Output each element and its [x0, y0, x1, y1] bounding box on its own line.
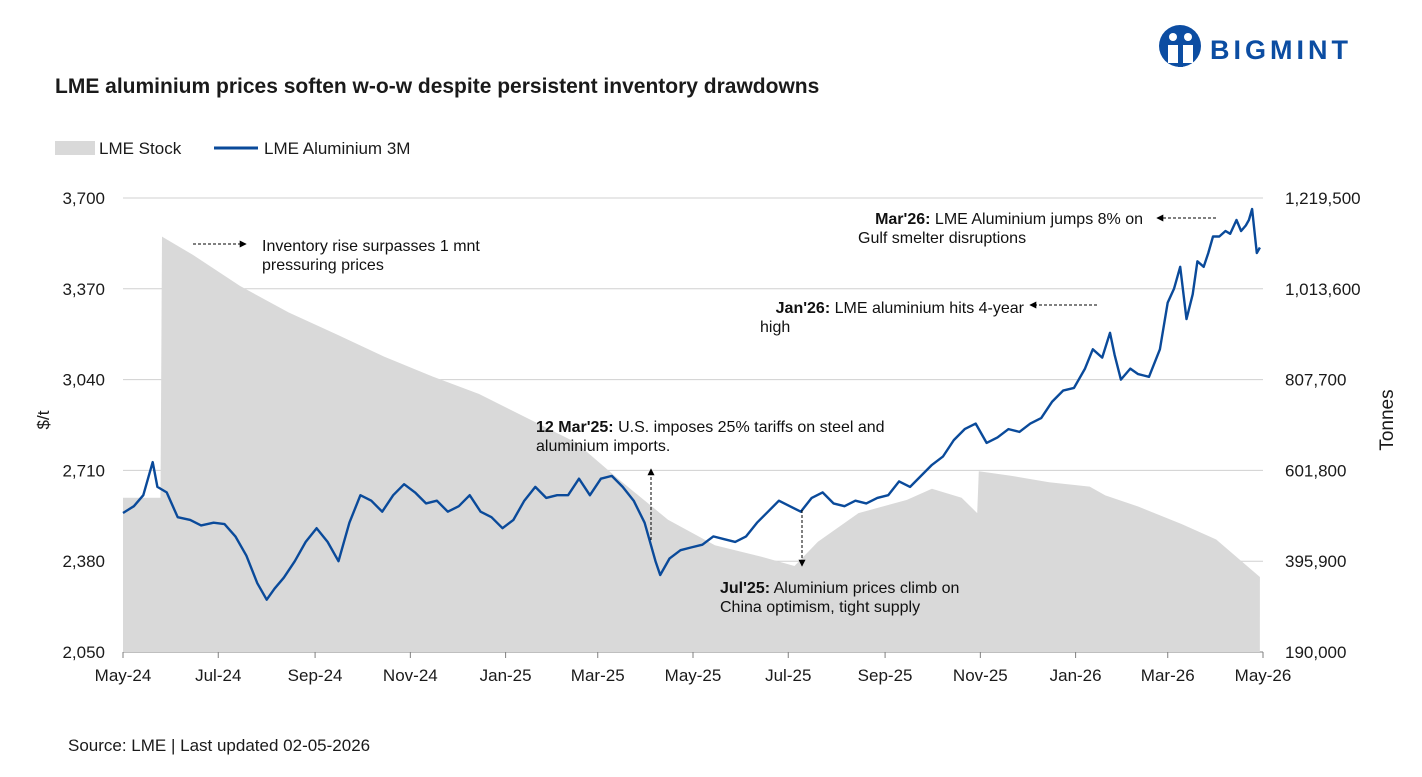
- stock-area-layer: [123, 236, 1260, 652]
- y-axis-left-label: $/t: [34, 410, 53, 429]
- x-tick-label: Nov-25: [953, 666, 1008, 685]
- axes: 2,050 2,380 2,710 3,040 3,370 3,700 190,000 395…: [62, 189, 1360, 685]
- series-price-line: [122, 207, 1261, 601]
- x-tick-label: Nov-24: [383, 666, 438, 685]
- legend-label-price: LME Aluminium 3M: [264, 139, 410, 158]
- legend: LME Stock LME Aluminium 3M: [55, 139, 410, 158]
- y-right-tick-label: 1,219,500: [1285, 189, 1361, 208]
- x-tick-label: May-26: [1235, 666, 1292, 685]
- x-tick-label: Jan-25: [480, 666, 532, 685]
- annotation-text: 12 Mar'25: U.S. imposes 25% tariffs on s…: [536, 419, 885, 436]
- y-right-tick-label: 395,900: [1285, 552, 1346, 571]
- annotation-text: Jul'25: Aluminium prices climb on: [720, 580, 959, 597]
- annotation-line2: pressuring prices: [262, 257, 384, 274]
- chart-title: LME aluminium prices soften w-o-w despit…: [55, 75, 819, 98]
- y-left-tick-label: 2,710: [62, 461, 105, 480]
- annotation-line1: LME aluminium hits 4-year: [830, 300, 1025, 317]
- x-tick-label: Mar-25: [571, 666, 625, 685]
- y-axis-right-label: Tonnes: [1377, 389, 1398, 450]
- price-line-layer: [122, 207, 1261, 601]
- annotation-date: 12 Mar'25:: [536, 419, 614, 436]
- annotation-line1: U.S. imposes 25% tariffs on steel and: [614, 419, 885, 436]
- y-left-tick-label: 3,370: [62, 280, 105, 299]
- annotation-text: Jan'26: LME aluminium hits 4-year: [776, 300, 1025, 317]
- y-right-tick-label: 601,800: [1285, 461, 1346, 480]
- annotation-text: Mar'26: LME Aluminium jumps 8% on: [875, 211, 1143, 228]
- legend-swatch-stock: [55, 141, 95, 155]
- logo-mark-icon: [1159, 25, 1201, 67]
- source-note: Source: LME | Last updated 02-05-2026: [68, 736, 370, 755]
- annotation-line1: Inventory rise surpasses 1 mnt: [262, 238, 480, 255]
- x-tick-label: Jan-26: [1050, 666, 1102, 685]
- x-tick-label: Jul-25: [765, 666, 811, 685]
- y-left-tick-label: 3,700: [62, 189, 105, 208]
- x-tick-label: Sep-25: [858, 666, 913, 685]
- annotation-date: Jul'25:: [720, 580, 770, 597]
- annotation-text: Inventory rise surpasses 1 mnt: [262, 238, 480, 255]
- annotation-line1: Aluminium prices climb on: [770, 580, 959, 597]
- y-right-tick-label: 190,000: [1285, 643, 1346, 662]
- x-tick-label: May-24: [95, 666, 152, 685]
- annotation-line2: Gulf smelter disruptions: [858, 230, 1026, 247]
- logo: BIGMINT: [1159, 25, 1352, 67]
- annotation-line1: LME Aluminium jumps 8% on: [930, 211, 1143, 228]
- x-tick-label: May-25: [665, 666, 722, 685]
- annotation-line2: China optimism, tight supply: [720, 599, 920, 616]
- y-left-tick-label: 2,380: [62, 552, 105, 571]
- legend-label-stock: LME Stock: [99, 139, 182, 158]
- annotation-line2: high: [760, 319, 790, 336]
- annotations: Inventory rise surpasses 1 mnt pressuring…: [193, 211, 1216, 616]
- x-tick-label: Sep-24: [288, 666, 343, 685]
- annotation-line2: aluminium imports.: [536, 438, 670, 455]
- logo-text: BIGMINT: [1210, 35, 1352, 65]
- y-right-tick-label: 807,700: [1285, 371, 1346, 390]
- y-left-tick-label: 2,050: [62, 643, 105, 662]
- annotation-date: Jan'26:: [776, 300, 831, 317]
- annotation-date: Mar'26:: [875, 211, 930, 228]
- series-stock-area: [123, 236, 1260, 652]
- x-tick-label: Jul-24: [195, 666, 241, 685]
- y-left-tick-label: 3,040: [62, 371, 105, 390]
- y-right-tick-label: 1,013,600: [1285, 280, 1361, 299]
- x-tick-label: Mar-26: [1141, 666, 1195, 685]
